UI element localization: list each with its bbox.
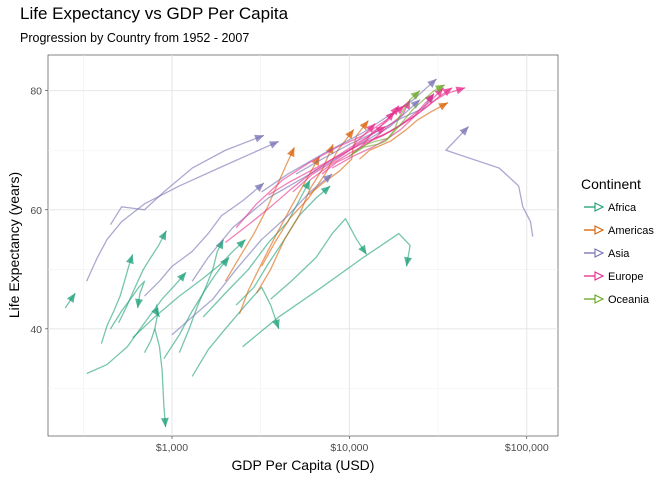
legend-item-europe: Europe: [584, 271, 643, 283]
legend-title: Continent: [581, 176, 641, 192]
arrow-head: [311, 156, 320, 167]
country-trajectory: [191, 286, 280, 377]
x-axis-title: GDP Per Capita (USD): [232, 457, 375, 473]
arrow-head: [177, 272, 187, 282]
country-trajectory: [144, 182, 265, 297]
arrow-head: [404, 256, 413, 267]
country-trajectory: [375, 87, 453, 139]
arrow-head: [410, 99, 420, 109]
grid-layer: [48, 55, 558, 436]
chart-subtitle: Progression by Country from 1952 - 2007: [20, 31, 250, 45]
arrow-head: [302, 180, 311, 190]
country-trajectory: [100, 254, 134, 344]
arrow-head: [345, 129, 354, 139]
legend-label: Oceania: [608, 294, 650, 306]
arrow-head: [268, 141, 279, 149]
country-trajectory: [445, 125, 534, 237]
x-tick-label: $1,000: [156, 442, 188, 454]
country-trajectory: [202, 179, 311, 318]
arrow-head: [220, 257, 230, 267]
country-trajectory: [85, 140, 280, 282]
arrow-head: [390, 105, 399, 116]
arrow-head: [359, 120, 369, 131]
arrow-head: [410, 90, 420, 100]
arrow-head: [424, 93, 435, 104]
axis-layer: $1,000 $10,000 $100,000 40 60 80: [30, 86, 549, 454]
legend-item-americas: Americas: [584, 225, 654, 237]
country-trajectory: [178, 239, 225, 353]
country-trajectory: [292, 123, 376, 193]
legend-label: Europe: [608, 271, 643, 283]
arrow-head: [254, 134, 264, 143]
country-trajectory: [261, 78, 437, 193]
arrow-head: [366, 123, 376, 133]
arrow-head: [254, 182, 264, 192]
country-trajectory: [109, 280, 146, 330]
country-trajectory: [109, 134, 265, 226]
arrow-head: [236, 239, 246, 249]
arrow-head: [459, 126, 469, 136]
chart-title: Life Expectancy vs GDP Per Capita: [20, 4, 289, 23]
country-trajectory: [242, 232, 411, 348]
legend-item-africa: Africa: [584, 202, 637, 214]
arrow-head: [358, 244, 367, 255]
arrow-head: [438, 102, 449, 111]
arrow-head: [375, 126, 386, 135]
series-oceania: [349, 84, 446, 157]
x-tick-label: $100,000: [505, 442, 549, 454]
legend-label: Americas: [608, 225, 654, 237]
country-trajectory: [224, 125, 386, 244]
legend-label: Africa: [608, 202, 637, 214]
legend: Continent Africa Americas Asia Europe Oceani…: [581, 176, 654, 306]
arrow-head: [135, 298, 143, 309]
country-trajectory: [118, 230, 167, 324]
arrow-head: [322, 174, 333, 183]
series-europe: [224, 86, 466, 244]
arrow-head: [427, 78, 437, 88]
country-trajectory: [321, 105, 400, 175]
series-layer: [64, 78, 534, 428]
country-trajectory: [359, 102, 449, 160]
legend-key-arrow: [594, 225, 605, 235]
country-trajectory: [349, 84, 446, 157]
y-axis-title: Life Expectancy (years): [6, 172, 22, 318]
legend-key-arrow: [594, 271, 605, 281]
arrow-head: [287, 147, 295, 158]
arrow-head: [158, 230, 167, 241]
country-trajectory: [352, 90, 421, 154]
series-africa: [64, 179, 413, 428]
x-tick-label: $10,000: [330, 442, 368, 454]
arrow-head: [160, 417, 169, 428]
country-trajectory: [86, 271, 187, 375]
legend-key-arrow: [594, 294, 605, 304]
arrow-head: [66, 293, 76, 303]
arrow-head: [126, 254, 134, 265]
legend-key-arrow: [594, 248, 605, 258]
country-trajectory: [270, 218, 368, 300]
country-trajectory: [154, 328, 167, 428]
arrow-head: [434, 84, 445, 93]
legend-item-asia: Asia: [584, 248, 630, 260]
country-trajectory: [132, 239, 247, 339]
country-trajectory: [171, 173, 333, 336]
y-tick-label: 60: [30, 205, 42, 217]
series-asia: [85, 78, 534, 336]
y-tick-label: 80: [30, 86, 42, 98]
country-trajectory: [235, 105, 406, 229]
arrow-head: [455, 86, 466, 95]
y-tick-label: 40: [30, 324, 42, 336]
legend-label: Asia: [608, 248, 630, 260]
plot-panel: [47, 54, 559, 437]
arrow-head: [320, 185, 331, 195]
arrow-head: [442, 87, 453, 97]
legend-key-arrow: [594, 202, 605, 212]
legend-item-oceania: Oceania: [584, 294, 650, 306]
arrow-head: [151, 307, 160, 317]
